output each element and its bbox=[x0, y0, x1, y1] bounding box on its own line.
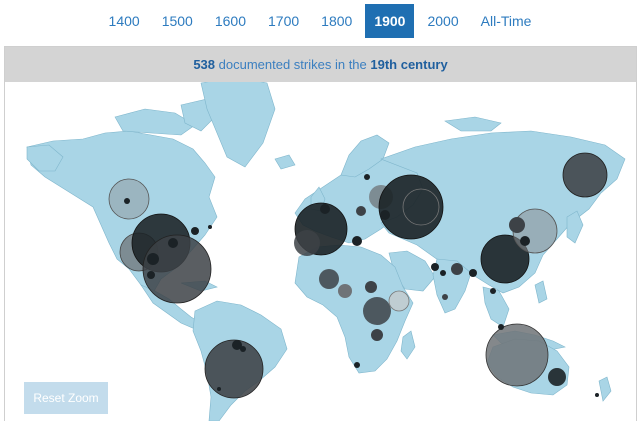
madagascar bbox=[400, 330, 416, 360]
strike-bubble[interactable] bbox=[191, 227, 199, 235]
strike-bubble[interactable] bbox=[509, 217, 525, 233]
strike-bubble[interactable] bbox=[320, 204, 330, 214]
strike-bubble[interactable] bbox=[380, 210, 390, 220]
strike-bubble[interactable] bbox=[356, 206, 366, 216]
strike-bubble[interactable] bbox=[402, 188, 440, 226]
strike-bubble[interactable] bbox=[548, 368, 566, 386]
summary-bar: 538 documented strikes in the 19th centu… bbox=[5, 47, 636, 82]
strike-bubble[interactable] bbox=[124, 198, 130, 204]
strike-bubble[interactable] bbox=[388, 290, 410, 312]
alaska bbox=[26, 144, 64, 172]
strike-bubble[interactable] bbox=[498, 324, 504, 330]
scandinavia bbox=[340, 134, 390, 178]
strike-bubble[interactable] bbox=[319, 269, 339, 289]
world-map[interactable] bbox=[5, 47, 636, 421]
strike-bubble[interactable] bbox=[562, 152, 608, 198]
strike-bubbles bbox=[108, 152, 608, 399]
strike-bubble[interactable] bbox=[365, 281, 377, 293]
strike-bubble[interactable] bbox=[490, 288, 496, 294]
century-nav: 1400 1500 1600 1700 1800 1900 2000 All-T… bbox=[0, 0, 640, 42]
strike-bubble[interactable] bbox=[168, 238, 178, 248]
strike-bubble[interactable] bbox=[371, 329, 383, 341]
century-label: 19th century bbox=[370, 57, 448, 72]
iceland bbox=[274, 154, 296, 170]
strike-bubble[interactable] bbox=[451, 263, 463, 275]
greenland bbox=[200, 76, 276, 168]
strike-bubble[interactable] bbox=[147, 271, 155, 279]
southeast-asia bbox=[482, 286, 510, 328]
summary-text: documented strikes in the bbox=[215, 57, 371, 72]
reset-zoom-button[interactable]: Reset Zoom bbox=[24, 382, 108, 414]
strike-bubble[interactable] bbox=[147, 253, 159, 265]
japan bbox=[566, 210, 584, 244]
strike-bubble[interactable] bbox=[480, 234, 530, 284]
philippines bbox=[534, 280, 548, 304]
arctic-islands bbox=[114, 108, 196, 136]
strike-bubble[interactable] bbox=[440, 270, 446, 276]
strike-bubble[interactable] bbox=[364, 174, 370, 180]
tab-all-time[interactable]: All-Time bbox=[480, 13, 532, 29]
strike-bubble[interactable] bbox=[142, 234, 212, 304]
tab-1800[interactable]: 1800 bbox=[321, 13, 353, 29]
strike-bubble[interactable] bbox=[217, 387, 221, 391]
strike-bubble[interactable] bbox=[378, 174, 444, 240]
tab-1700[interactable]: 1700 bbox=[268, 13, 300, 29]
strike-bubble[interactable] bbox=[240, 346, 246, 352]
strike-bubble[interactable] bbox=[338, 284, 352, 298]
strike-bubble[interactable] bbox=[485, 323, 549, 387]
tab-2000[interactable]: 2000 bbox=[427, 13, 459, 29]
arctic-russia bbox=[444, 116, 502, 132]
strike-bubble[interactable] bbox=[354, 362, 360, 368]
tab-1500[interactable]: 1500 bbox=[161, 13, 193, 29]
tab-1900[interactable]: 1900 bbox=[365, 4, 415, 38]
strike-bubble[interactable] bbox=[595, 393, 599, 397]
tab-1600[interactable]: 1600 bbox=[214, 13, 247, 29]
strike-bubble[interactable] bbox=[352, 236, 362, 246]
strike-bubble[interactable] bbox=[431, 263, 439, 271]
new-zealand bbox=[598, 376, 612, 402]
map-panel: 538 documented strikes in the 19th centu… bbox=[4, 46, 637, 421]
strike-bubble[interactable] bbox=[442, 294, 448, 300]
strike-bubble[interactable] bbox=[363, 297, 391, 325]
strike-bubble[interactable] bbox=[204, 339, 264, 399]
strike-bubble[interactable] bbox=[520, 236, 530, 246]
strike-bubble[interactable] bbox=[469, 269, 477, 277]
strike-bubble[interactable] bbox=[208, 225, 212, 229]
strike-bubble[interactable] bbox=[232, 340, 242, 350]
tab-1400[interactable]: 1400 bbox=[108, 13, 140, 29]
strike-bubble[interactable] bbox=[294, 230, 320, 256]
strike-count: 538 bbox=[193, 57, 216, 72]
